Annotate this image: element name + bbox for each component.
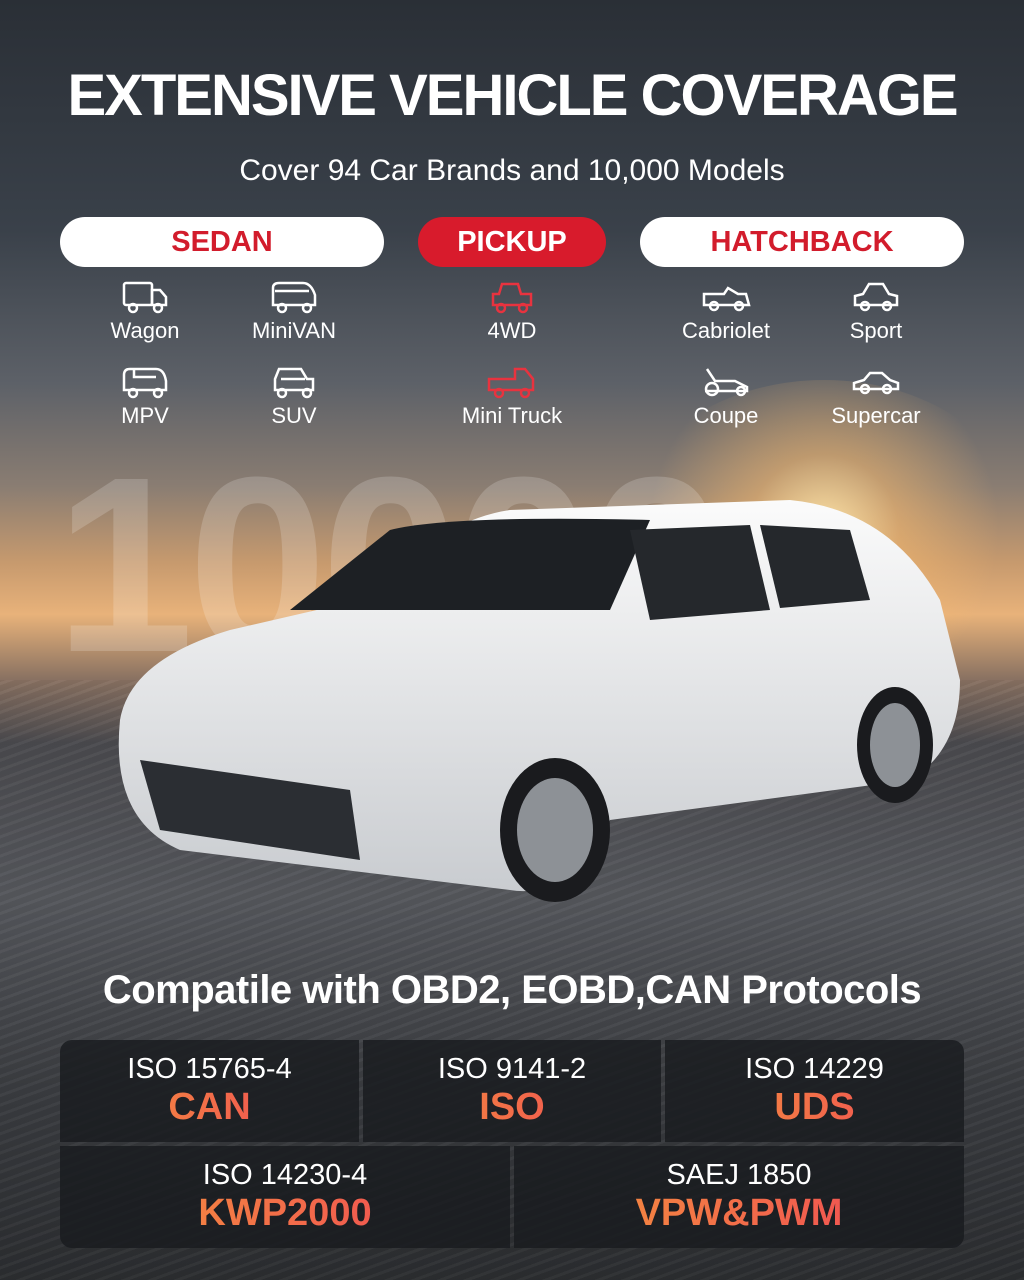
vehicle-label: Supercar — [831, 403, 921, 428]
vehicle-wagon: Wagon — [80, 280, 210, 344]
mpv-icon — [122, 367, 168, 399]
minivan-icon — [271, 281, 317, 314]
vehicle-label: Coupe — [693, 403, 759, 428]
subtitle: Cover 94 Car Brands and 10,000 Models — [239, 154, 785, 187]
protocol-name: KWP2000 — [60, 1192, 510, 1235]
vehicle-label: MiniVAN — [252, 318, 336, 343]
protocols-title: Compatile with OBD2, EOBD,CAN Protocols — [102, 968, 922, 1012]
protocol-name: UDS — [665, 1086, 964, 1129]
protocol-name: CAN — [60, 1086, 359, 1129]
sport-car-icon — [853, 282, 899, 312]
vehicle-label: Wagon — [110, 318, 180, 343]
vehicle-suv: SUV — [229, 365, 359, 429]
vehicle-supercar: Supercar — [811, 365, 941, 429]
vehicle-label: 4WD — [487, 318, 537, 343]
protocol-name: ISO — [363, 1086, 661, 1129]
protocol-can: ISO 15765-4 CAN — [60, 1040, 359, 1142]
vehicle-label: Mini Truck — [461, 403, 563, 428]
vehicle-4wd: 4WD — [447, 280, 577, 344]
protocol-iso: ISO 9141-2 ISO — [363, 1040, 661, 1142]
category-sedan: SEDAN — [60, 217, 384, 267]
vehicle-minivan: MiniVAN — [229, 280, 359, 344]
convertible-icon — [702, 286, 751, 312]
suv-icon — [273, 367, 315, 399]
protocols-grid: ISO 15765-4 CAN ISO 9141-2 ISO ISO 14229 UD… — [60, 1040, 964, 1248]
jeep-icon — [491, 282, 533, 314]
category-hatchback: HATCHBACK — [640, 217, 964, 267]
protocol-vpw-pwm: SAEJ 1850 VPW&PWM — [514, 1146, 964, 1248]
truck-icon — [122, 281, 168, 314]
supercar-icon — [852, 371, 900, 395]
protocol-name: VPW&PWM — [514, 1192, 964, 1235]
protocol-standard: ISO 15765-4 — [127, 1053, 292, 1085]
page-title: EXTENSIVE VEHICLE COVERAGE — [67, 63, 958, 128]
vehicle-label: Cabriolet — [681, 318, 771, 343]
protocol-standard: ISO 9141-2 — [437, 1053, 587, 1085]
protocol-standard: ISO 14230-4 — [202, 1159, 368, 1191]
vehicle-label: SUV — [271, 403, 317, 428]
vehicle-mpv: MPV — [80, 365, 210, 429]
protocol-kwp2000: ISO 14230-4 KWP2000 — [60, 1146, 510, 1248]
white-sedan-image — [118, 500, 960, 902]
protocol-standard: ISO 14229 — [745, 1053, 884, 1085]
vehicle-label: Sport — [849, 318, 903, 343]
protocol-uds: ISO 14229 UDS — [665, 1040, 964, 1142]
vehicle-mini-truck: Mini Truck — [447, 365, 577, 429]
race-car-icon — [704, 368, 749, 397]
vehicle-cabriolet: Cabriolet — [661, 280, 791, 344]
vehicle-label: MPV — [121, 403, 169, 428]
vehicle-coupe: Coupe — [661, 365, 791, 429]
category-pickup: PICKUP — [418, 217, 606, 267]
vehicle-sport: Sport — [811, 280, 941, 344]
protocol-standard: SAEJ 1850 — [666, 1159, 812, 1191]
pickup-truck-icon — [487, 367, 535, 399]
